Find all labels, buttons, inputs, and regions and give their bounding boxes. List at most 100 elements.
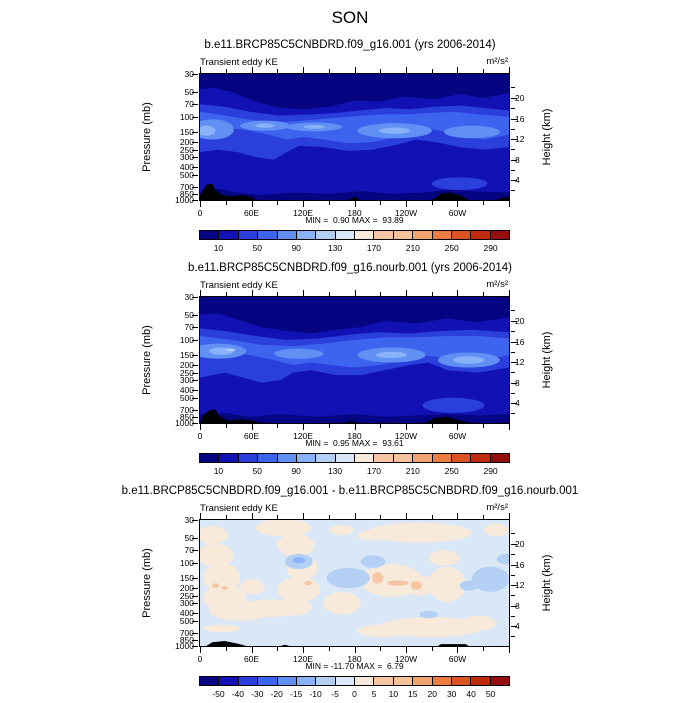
pressure-tick — [192, 142, 198, 144]
pressure-tick — [192, 74, 198, 75]
colorbar-segment — [238, 677, 259, 685]
colorbar-segment — [238, 454, 259, 462]
lon-minor-tick — [225, 515, 227, 519]
pressure-tick-label: 850 — [179, 634, 194, 645]
height-tick — [511, 402, 517, 404]
pressure-tick-label: 850 — [179, 411, 194, 422]
contour-band — [431, 192, 469, 200]
lon-tick — [406, 424, 407, 430]
pressure-tick-label: 30 — [184, 68, 194, 79]
field-label: Transient eddy KE — [200, 503, 278, 514]
lon-minor-tick — [483, 292, 485, 296]
contour-band — [366, 522, 472, 543]
colorbar-segment — [432, 677, 452, 685]
lon-minor-tick — [431, 69, 433, 73]
lon-tick — [457, 424, 459, 430]
panel-case2: b.e11.BRCP85C5CNBDRD.f09_g16.nourb.001 (… — [0, 262, 700, 480]
pressure-tick — [192, 194, 198, 196]
contour-band — [444, 125, 500, 139]
height-minor-tick — [511, 372, 515, 374]
height-minor-tick — [511, 330, 515, 332]
field-label: Transient eddy KE — [200, 280, 278, 291]
pressure-tick — [192, 646, 198, 647]
height-tick-label: 16 — [515, 336, 525, 347]
contour-band — [428, 550, 460, 566]
contour-band — [303, 125, 326, 129]
pressure-tick-label: 400 — [179, 161, 194, 172]
height-tick — [511, 341, 517, 343]
pressure-tick — [192, 315, 198, 317]
lon-minor-tick — [431, 647, 433, 651]
plot-area: 30 50 70 100 150 200 250 300 400 500 700 850 1000 20 1… — [175, 290, 524, 441]
colorbar-label: 290 — [483, 466, 498, 476]
contour-plot — [200, 297, 509, 423]
colorbar-label: 20 — [427, 689, 437, 699]
contour-band — [200, 297, 509, 334]
height-minor-tick — [511, 533, 515, 535]
units-label: m²/s² — [486, 56, 508, 67]
height-tick-label: 4 — [515, 620, 520, 631]
height-minor-tick — [511, 169, 515, 171]
height-minor-tick — [511, 595, 515, 597]
pressure-tick-label: 500 — [179, 169, 194, 180]
lon-tick — [509, 513, 510, 519]
pressure-tick — [192, 150, 198, 152]
lon-tick-label: 60E — [243, 431, 260, 441]
height-tick — [511, 625, 517, 627]
contour-band — [280, 644, 290, 646]
min-max-label: MIN = -11.70 MAX = 6.79 — [305, 661, 404, 671]
lon-minor-tick — [225, 69, 227, 73]
pressure-tick-label: 70 — [184, 322, 194, 333]
lon-tick — [509, 290, 510, 296]
colorbar-label: 10 — [213, 466, 224, 476]
lon-minor-tick — [380, 647, 382, 651]
colorbar-label: 210 — [405, 466, 420, 476]
contour-band — [345, 420, 358, 423]
lon-minor-tick — [225, 292, 227, 296]
colorbar-segment — [219, 231, 239, 239]
colorbar-segment — [277, 677, 297, 685]
lon-tick-label: 0 — [197, 654, 203, 664]
pressure-tick-label: 700 — [179, 181, 194, 192]
panel-title: b.e11.BRCP85C5CNBDRD.f09_g16.001 (yrs 20… — [204, 39, 496, 51]
colorbar-label: -20 — [270, 689, 283, 699]
colorbar-segment — [432, 231, 452, 239]
pressure-tick — [192, 398, 198, 400]
colorbar-label: 15 — [408, 689, 418, 699]
contour-band — [357, 624, 408, 638]
lon-tick — [406, 67, 407, 73]
contour-band — [329, 525, 355, 536]
lon-tick-label: 180 — [347, 431, 362, 441]
height-tick-label: 16 — [515, 113, 525, 124]
contour-band — [240, 579, 265, 595]
pressure-tick — [192, 365, 198, 367]
colorbar-segment — [335, 677, 355, 685]
colorbar-segment — [451, 231, 472, 239]
lon-minor-tick — [328, 69, 330, 73]
height-tick-label: 20 — [515, 538, 525, 549]
panel-difference: b.e11.BRCP85C5CNBDRD.f09_g16.001 - b.e11… — [0, 485, 700, 703]
lon-tick-label: 60W — [448, 431, 467, 441]
colorbar-segment — [200, 454, 220, 462]
contour-band — [496, 197, 509, 200]
height-minor-tick — [511, 553, 515, 555]
colorbar-segment — [238, 231, 259, 239]
contour-band — [209, 347, 234, 355]
height-tick — [511, 382, 517, 384]
lon-tick — [354, 290, 356, 296]
colorbar-label: 250 — [444, 243, 459, 253]
pressure-tick — [192, 167, 198, 169]
height-tick-label: 20 — [515, 92, 525, 103]
pressure-tick-label: 150 — [179, 126, 194, 137]
colorbar-labels: 10 50 90 130 170 210 250 290 — [199, 243, 510, 253]
lon-tick — [354, 647, 356, 653]
lon-tick — [457, 290, 459, 296]
colorbar-segment — [258, 231, 278, 239]
lon-tick — [200, 290, 201, 296]
colorbar-segment — [219, 677, 239, 685]
pressure-tick — [192, 131, 198, 133]
height-minor-tick — [511, 190, 515, 192]
lon-tick — [251, 201, 253, 207]
contour-band — [376, 351, 408, 359]
colorbar-label: -30 — [251, 689, 264, 699]
